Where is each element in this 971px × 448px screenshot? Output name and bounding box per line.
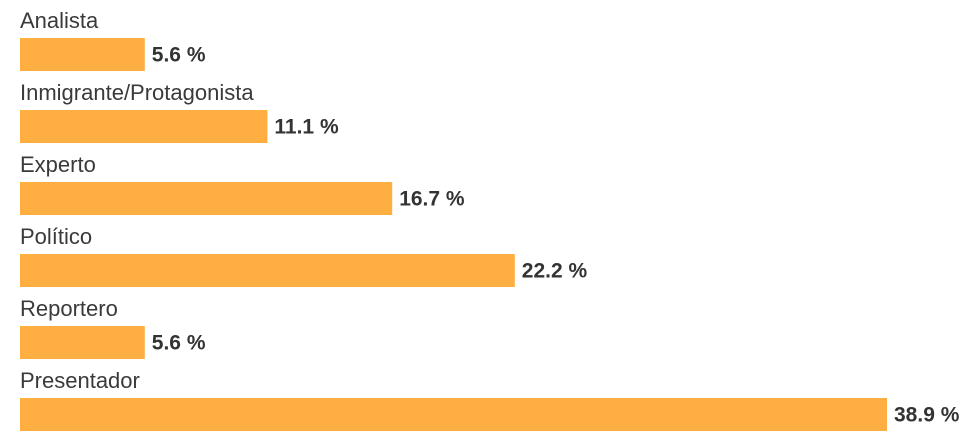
category-label: Político [20, 224, 92, 249]
bar [20, 110, 268, 143]
bar [20, 398, 887, 431]
category-label: Presentador [20, 368, 140, 393]
bar-row: Inmigrante/Protagonista 11.1 % [20, 80, 339, 143]
value-label: 22.2 % [522, 260, 588, 283]
value-label: 5.6 % [152, 44, 206, 67]
value-label: 38.9 % [894, 404, 960, 427]
category-label: Analista [20, 8, 99, 33]
value-label: 5.6 % [152, 332, 206, 355]
bar-row: Presentador 38.9 % [20, 368, 960, 431]
value-label: 11.1 % [274, 116, 339, 139]
bar-row: Político 22.2 % [20, 224, 588, 287]
category-label: Reportero [20, 296, 118, 321]
category-label: Experto [20, 152, 96, 177]
category-label: Inmigrante/Protagonista [20, 80, 254, 105]
bar-row: Reportero 5.6 % [20, 296, 206, 359]
bar [20, 254, 515, 287]
value-label: 16.7 % [399, 188, 465, 211]
bar-row: Analista 5.6 % [20, 8, 206, 71]
bar [20, 182, 393, 215]
bar-row: Experto 16.7 % [20, 152, 465, 215]
bar [20, 38, 145, 71]
bar [20, 326, 145, 359]
